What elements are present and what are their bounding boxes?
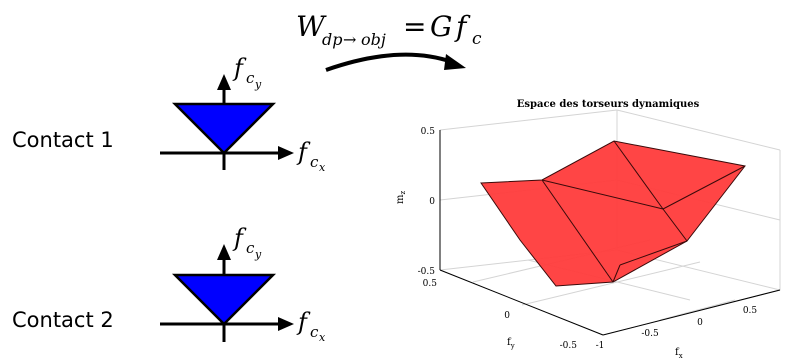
- contact-1: Contact 1 f c y f c x: [12, 54, 326, 174]
- polytope-edge: [541, 179, 614, 283]
- x-tick-label: 0.5: [743, 306, 758, 316]
- polytope-edge: [662, 165, 746, 210]
- mapping-arrow: [325, 52, 466, 72]
- contact-2-x-arrowhead: [278, 317, 294, 331]
- contact-2-friction-cone: [171, 273, 277, 326]
- wrench-space-plot: Espace des torseurs dynamiques 0: [395, 99, 781, 360]
- contact-2-y-arrowhead: [217, 244, 231, 260]
- mapping-arrow-head: [444, 54, 466, 70]
- contact-1-label: Contact 1: [12, 128, 114, 152]
- polytope-edge: [541, 179, 664, 210]
- eq-sub-obj: obj: [361, 30, 386, 49]
- x-tick-label: -0.5: [641, 329, 659, 339]
- contact-2-fx-f: f: [296, 308, 311, 336]
- grid-line: [521, 261, 701, 306]
- y-tick-label: 0.5: [423, 279, 438, 289]
- eq-sub-dp: dp: [322, 30, 342, 49]
- contact-1-fx-c: c: [310, 153, 319, 171]
- polytope-face: [480, 140, 746, 287]
- y-tick-label: 0: [504, 311, 510, 321]
- eq-G: G: [430, 10, 452, 43]
- contact-1-x-arrowhead: [278, 146, 294, 160]
- contact-2-fx-x: x: [319, 331, 326, 344]
- plot-title: Espace des torseurs dynamiques: [517, 99, 700, 110]
- contact-1-fy-y: y: [254, 78, 262, 91]
- eq-W: W: [296, 10, 327, 43]
- contact-1-y-arrowhead: [217, 74, 231, 90]
- z-tick-label: 0.5: [421, 127, 436, 137]
- polytope-edge: [662, 208, 688, 242]
- contact-1-fy-c: c: [246, 69, 255, 87]
- x-axis-line: [602, 289, 781, 336]
- contact-1-friction-cone: [171, 102, 277, 155]
- x-tick-label: -1: [596, 341, 605, 351]
- grid-line: [616, 109, 781, 151]
- polytope-edge: [613, 140, 664, 210]
- eq-equals: =: [403, 10, 426, 43]
- contact-2-fx-c: c: [310, 323, 319, 341]
- z-tick-label: -0.5: [418, 267, 436, 277]
- z-tick-label: 0: [429, 197, 435, 207]
- contact-2: Contact 2 f c y f c x: [12, 224, 326, 344]
- equation: W dp → obj = G f c: [296, 10, 482, 49]
- contact-2-label: Contact 2: [12, 308, 114, 332]
- eq-sub-arrow: →: [343, 30, 356, 49]
- eq-f: f: [454, 10, 471, 43]
- grid-line: [659, 299, 736, 321]
- contact-2-fy-f: f: [232, 224, 247, 252]
- eq-sub-c: c: [472, 29, 482, 49]
- plot-axes: [439, 130, 781, 336]
- x-axis-label: fx: [675, 347, 683, 360]
- y-axis-line: [439, 269, 604, 336]
- polytope-edges: [541, 140, 746, 283]
- mapping-arrow-shaft: [325, 52, 453, 72]
- y-tick-label: -0.5: [560, 341, 578, 351]
- y-axis-label: fy: [507, 337, 515, 350]
- x-tick-label: 0: [697, 318, 703, 328]
- grid-line: [439, 109, 618, 131]
- contact-1-fx-f: f: [296, 138, 311, 166]
- polytope-edge: [612, 264, 621, 283]
- contact-2-fy-y: y: [254, 248, 262, 261]
- contact-1-fy-f: f: [232, 54, 247, 82]
- polytope-edge: [619, 240, 688, 266]
- z-axis-label: mz: [395, 191, 407, 204]
- contact-1-fx-x: x: [319, 161, 326, 174]
- wrench-polytope: [480, 140, 746, 287]
- contact-2-fy-c: c: [246, 239, 255, 257]
